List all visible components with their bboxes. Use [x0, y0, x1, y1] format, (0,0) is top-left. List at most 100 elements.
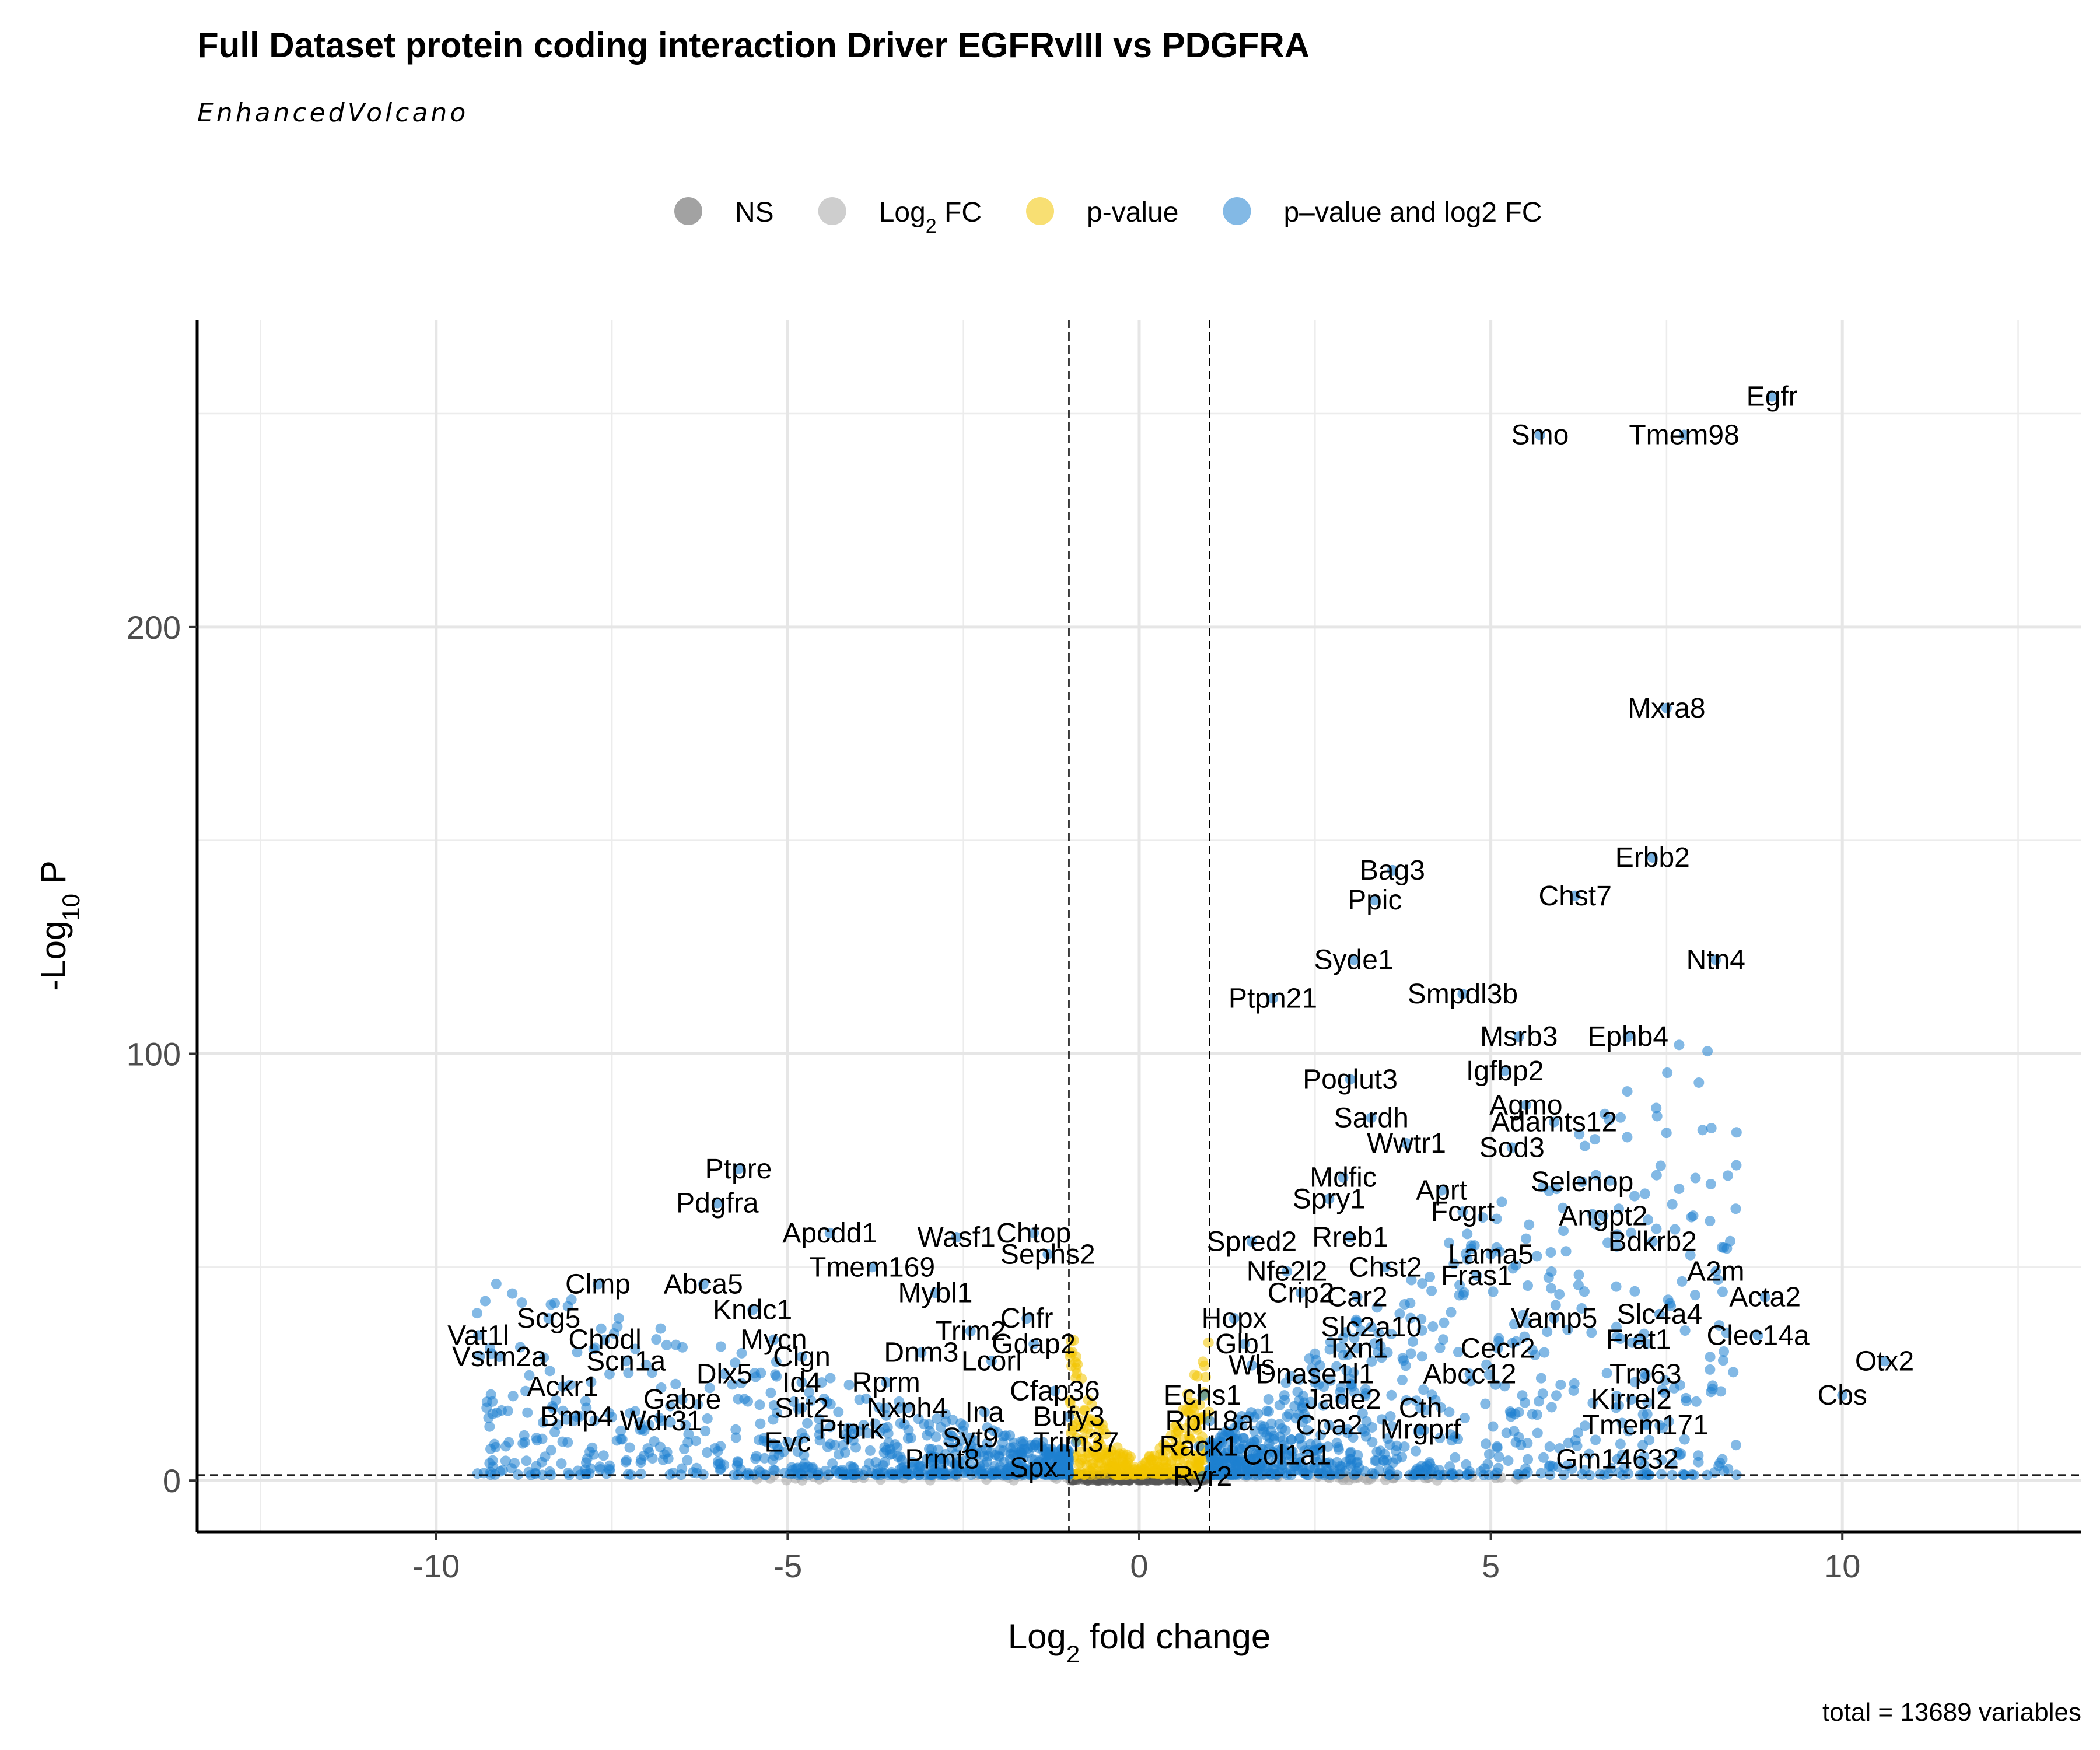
point-fc-p [1590, 1170, 1601, 1181]
point-fc-p [484, 1421, 495, 1432]
point-fc-p [1520, 1233, 1531, 1244]
point-fc-p [617, 1434, 628, 1445]
point-p [1082, 1423, 1093, 1434]
point-fc-p [1359, 1426, 1370, 1437]
point-fc-p [1249, 1437, 1260, 1448]
point-fc-p [483, 1412, 494, 1423]
point-fc-p [733, 1394, 744, 1405]
point-fc-p [713, 1459, 724, 1470]
point-fc-p [1373, 1328, 1384, 1339]
gene-label: Apcdd1 [782, 1218, 877, 1249]
point-fc-p [1386, 1390, 1397, 1401]
point-fc-p [1616, 1418, 1628, 1429]
point-fc-p [1005, 1448, 1016, 1460]
gene-label: Cbs [1818, 1380, 1867, 1411]
point-p [1188, 1398, 1199, 1409]
point-fc-p [665, 1417, 676, 1428]
point-fc-p [656, 1382, 667, 1394]
point-fc-p [1697, 1125, 1708, 1136]
point-fc-p [1542, 1326, 1553, 1338]
point-fc-p [1731, 1160, 1742, 1171]
point-p [1072, 1468, 1083, 1479]
point-fc-p [1590, 1434, 1601, 1446]
point-fc-p [1352, 1457, 1363, 1468]
point-fc-p [638, 1450, 649, 1461]
point-fc-p [1573, 1269, 1584, 1280]
point-fc-p [1239, 1466, 1250, 1477]
point-fc-p [615, 1425, 626, 1436]
point-fc-p [1430, 1395, 1441, 1406]
gene-label: A2m [1687, 1256, 1745, 1287]
point-fc-p [1555, 1379, 1566, 1390]
point-fc-p [802, 1418, 813, 1429]
point-fc-p [1519, 1331, 1530, 1342]
point-fc-p [1304, 1353, 1315, 1364]
point-fc-p [1325, 1375, 1336, 1386]
gene-label: Cth [1399, 1393, 1443, 1424]
point-fc-p [496, 1405, 508, 1416]
point-fc-p [1382, 1433, 1393, 1444]
point-labeled-gene [824, 1227, 835, 1238]
point-fc-p [932, 1413, 943, 1424]
point-fc-p [1437, 1334, 1448, 1345]
point-labeled-gene [543, 1313, 554, 1324]
point-fc-p [1262, 1462, 1273, 1473]
point-fc-p [773, 1444, 784, 1455]
gene-label: Chst7 [1539, 881, 1612, 912]
point-labeled-gene [1710, 1266, 1721, 1277]
gene-label: Wdr31 [620, 1406, 702, 1437]
point-fc-p [1688, 1210, 1699, 1222]
gene-label: Vat1l [447, 1320, 509, 1351]
point-fc-p [1297, 1461, 1308, 1472]
point-fc-p [544, 1366, 555, 1377]
gene-label: Nxph4 [867, 1393, 948, 1424]
point-fc-p [1321, 1465, 1332, 1476]
point-fc-p [881, 1410, 892, 1421]
point-fc-p [581, 1402, 592, 1413]
point-fc-p [1725, 1236, 1736, 1247]
point-fc-p [1506, 1408, 1517, 1419]
point-fc-p [1524, 1219, 1535, 1230]
point-fc-p [1681, 1395, 1692, 1406]
point-labeled-gene [1267, 993, 1278, 1004]
point-fc-p [1493, 1462, 1504, 1474]
point-labeled-gene [1612, 1454, 1623, 1465]
legend: NS Log2 FC p-value p–value and log2 FC [674, 197, 1542, 237]
point-labeled-gene [1028, 1227, 1040, 1238]
point-fc-p [670, 1339, 681, 1350]
point-labeled-gene [796, 1402, 807, 1413]
point-fc-p [1341, 1365, 1352, 1376]
point-fc-p [1590, 1134, 1601, 1145]
point-labeled-gene [1598, 1210, 1609, 1222]
point-labeled-gene [557, 1381, 568, 1392]
point-labeled-gene [965, 1326, 976, 1337]
gene-label: Trp63 [1609, 1359, 1682, 1390]
gene-label: Egfr [1746, 382, 1798, 412]
point-fc-p [1642, 1397, 1653, 1408]
point-fc-p [1554, 1443, 1565, 1454]
point-fc-p [736, 1378, 747, 1389]
point-fc-p [844, 1380, 855, 1391]
point-fc-p [956, 1418, 967, 1429]
gene-label: Ntn4 [1686, 945, 1745, 976]
point-labeled-gene [1457, 989, 1468, 1000]
point-fc-p [1491, 1213, 1502, 1224]
point-fc-p [1342, 1424, 1353, 1435]
point-labeled-gene [1626, 1394, 1637, 1405]
point-fc-p [1522, 1454, 1534, 1465]
point-labeled-gene [1282, 1266, 1293, 1277]
point-fc-p [1605, 1175, 1616, 1186]
point-fc-p [736, 1348, 747, 1359]
point-fc-p [474, 1350, 485, 1362]
point-fc-p [1535, 1468, 1546, 1479]
point-fc-p [1728, 1367, 1739, 1378]
point-fc-p [946, 1457, 957, 1468]
point-fc-p [1503, 1455, 1514, 1466]
gene-label: Mdfic [1310, 1163, 1377, 1194]
point-fc-p [715, 1341, 726, 1352]
point-fc-p [1416, 1461, 1427, 1472]
point-fc-p [1405, 1312, 1416, 1324]
gene-label: Wls [1228, 1350, 1275, 1381]
point-fc-p [1254, 1460, 1265, 1471]
point-fc-p [1577, 1469, 1588, 1480]
